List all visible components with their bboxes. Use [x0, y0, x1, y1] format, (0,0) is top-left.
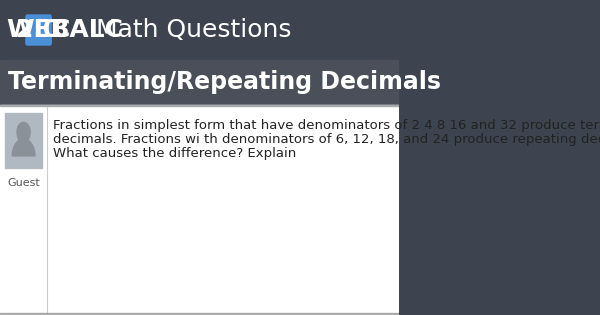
Bar [0, 105, 399, 106]
Bar [0, 105, 399, 315]
Text: Terminating/Repeating Decimals: Terminating/Repeating Decimals [8, 71, 441, 94]
Bar [0, 60, 399, 105]
Text: Fractions in simplest form that have denominators of 2 4 8 16 and 32 produce ter: Fractions in simplest form that have den… [53, 119, 600, 132]
Text: WEB: WEB [7, 18, 70, 42]
Text: decimals. Fractions wi th denominators of 6, 12, 18, and 24 produce repeating de: decimals. Fractions wi th denominators o… [53, 133, 600, 146]
Text: CALC: CALC [52, 18, 124, 42]
Bar [5, 113, 42, 168]
Wedge shape [12, 139, 35, 156]
Text: Guest: Guest [7, 178, 40, 188]
Bar [0, 0, 399, 60]
Text: What causes the difference? Explain: What causes the difference? Explain [53, 147, 296, 160]
Circle shape [17, 122, 30, 142]
Text: Math Questions: Math Questions [97, 18, 292, 42]
FancyBboxPatch shape [26, 15, 51, 45]
Bar [0, 313, 399, 315]
Text: 2.0: 2.0 [16, 18, 61, 42]
